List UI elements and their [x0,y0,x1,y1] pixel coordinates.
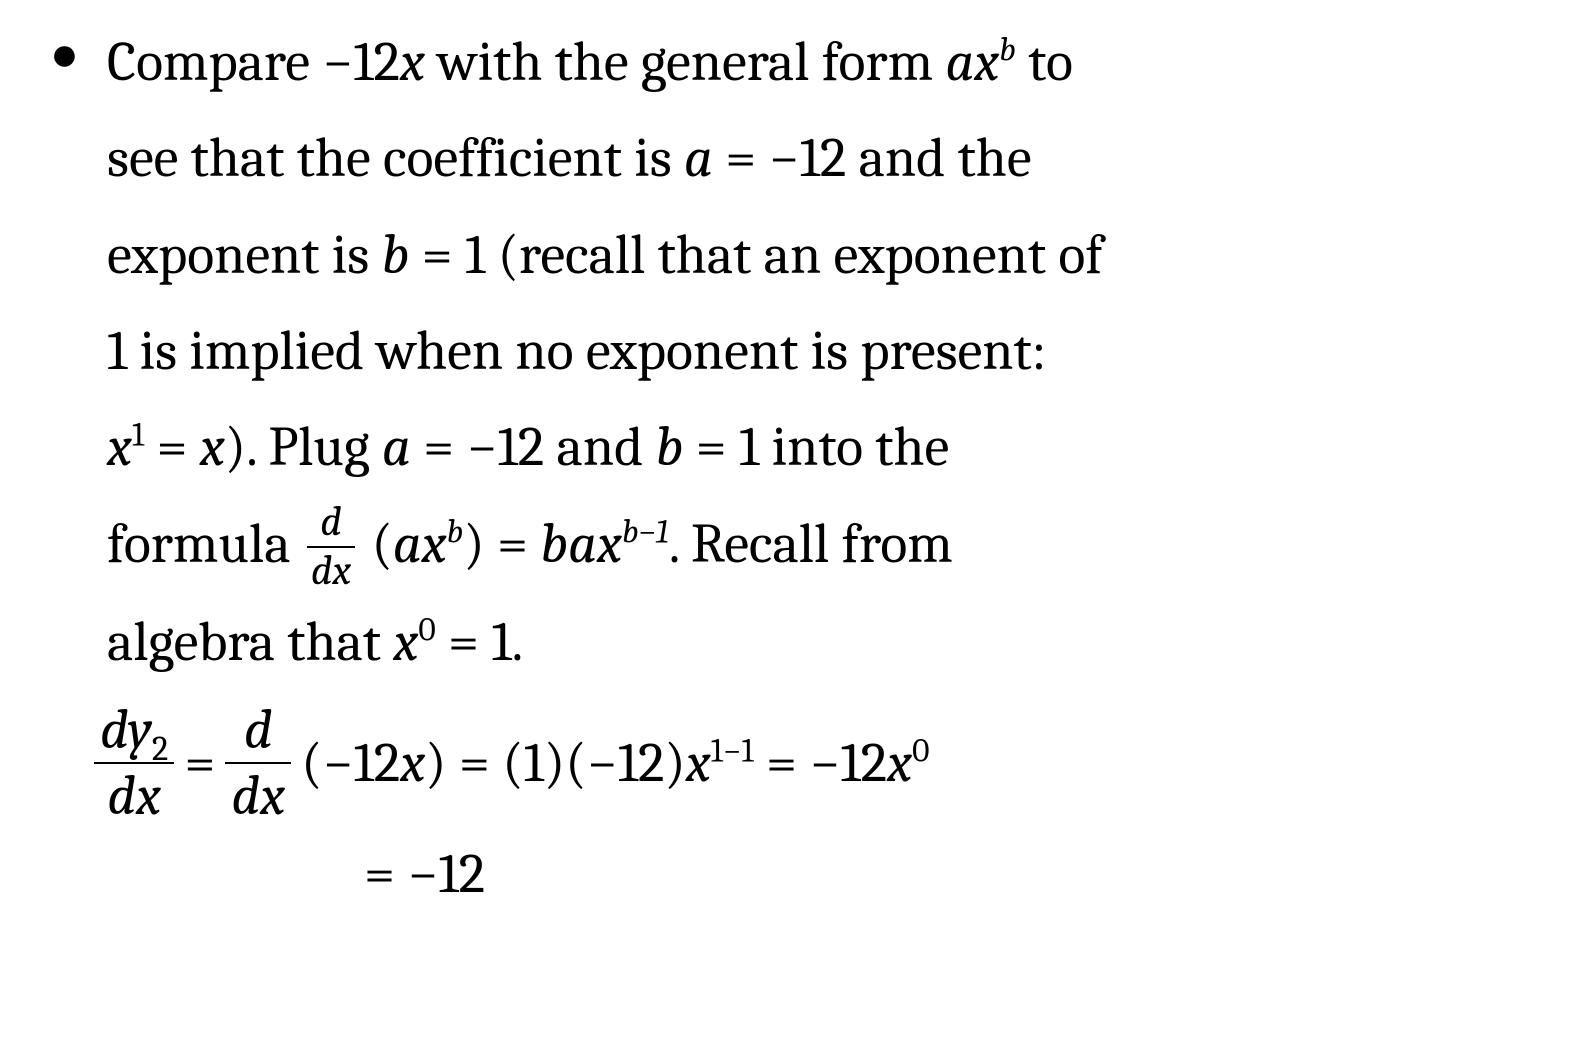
page: ● Compare −12x with the general form axb… [0,0,1586,1059]
text: ). Plug [225,415,382,479]
var-x: x [400,30,425,94]
var-b: b [382,223,410,287]
sup-1minus1: 1−1 [711,732,754,770]
var-b: b [656,415,684,479]
equation-rhs: (−12x) = (1)(−12)x1−1 = −12x0 [301,727,929,800]
bullet-item: ● Compare −12x with the general form axb… [0,0,1586,690]
equation-line-1: dy2 dx = d dx (−12x) = (1)(−12)x1−1 = −1… [94,702,1586,824]
sup-0: 0 [418,611,435,649]
text: ) = (1)(−12) [425,731,686,795]
fraction-den: dx [225,764,291,824]
text: algebra that [107,610,393,674]
fraction-num: dy2 [94,702,174,764]
var-x: x [200,415,225,479]
text: ) = [463,512,540,576]
text: = [144,415,200,479]
sup-bminus1: b−1 [622,513,669,551]
var-bax: bax [540,512,622,576]
fraction-den: dx [94,764,174,824]
text: Compare [107,30,322,94]
var-x: x [887,731,912,795]
text: with the general form [425,30,945,94]
fraction-ddx: d dx [225,702,291,824]
var-x: x [107,415,132,479]
text: 1 is implied when no exponent is present… [107,319,1046,383]
sup-1: 1 [132,417,144,455]
text: ( [359,512,393,576]
text: = −12 and [411,415,656,479]
fraction-num: d [225,702,291,764]
bullet-text: Compare −12x with the general form axb t… [107,14,1103,690]
var-x: x [686,731,711,795]
var-a: a [382,415,411,479]
text: = 1. [436,610,523,674]
bullet-marker: ● [50,14,107,90]
text: = −12 [754,731,887,795]
text: (−12 [301,731,400,795]
var-x: x [393,610,418,674]
text: = 1 (recall that an exponent of [409,223,1102,287]
text: = 1 into the [683,415,949,479]
text: . Recall from [669,512,953,576]
sup-b: b [999,31,1016,69]
text: to [1016,30,1073,94]
text: = −12 and the [713,126,1032,190]
sup-b: b [447,513,464,551]
text: formula [107,512,303,576]
text: exponent is [107,223,382,287]
equation-line-2: = −12 [94,824,1586,906]
equals: = [184,727,215,800]
var-ax: ax [393,512,447,576]
var-x: x [400,731,425,795]
text: −12 [322,30,400,94]
fraction-dy2dx: dy2 dx [94,702,174,824]
fraction-ddx: ddx [307,501,355,592]
fraction-den: dx [307,548,355,592]
var-a: a [684,126,713,190]
display-equation: dy2 dx = d dx (−12x) = (1)(−12)x1−1 = −1… [0,690,1586,906]
text: see that the coefficient is [107,126,684,190]
var-ax: ax [945,30,999,94]
fraction-num: d [307,501,355,548]
sup-0: 0 [912,732,929,770]
